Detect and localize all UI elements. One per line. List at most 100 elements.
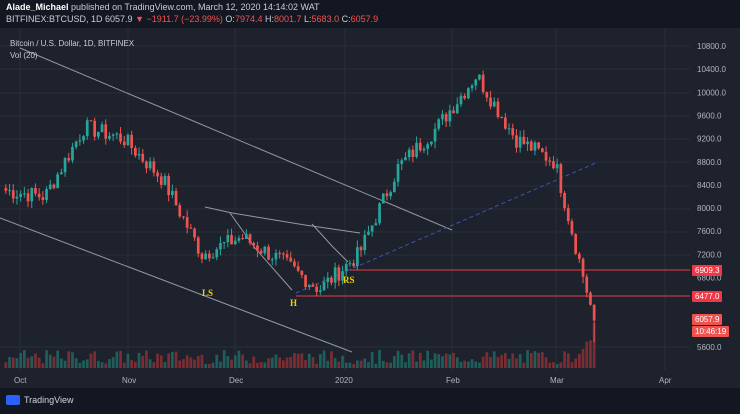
volume-bar	[97, 360, 100, 368]
candle	[352, 259, 355, 268]
candle	[82, 135, 85, 144]
candle	[359, 245, 363, 257]
volume-bar	[352, 363, 355, 368]
volume-bar	[48, 354, 52, 368]
candle	[56, 172, 59, 189]
volume-bar	[26, 357, 30, 368]
candle	[26, 188, 30, 208]
candle	[385, 189, 389, 201]
candle	[504, 112, 507, 130]
volume-bar	[167, 353, 170, 368]
candle	[34, 183, 37, 197]
candle	[182, 216, 185, 220]
price-tick-label: 6800.0	[697, 274, 722, 283]
candle	[278, 250, 281, 259]
time-axis-ticks: Oct Nov Dec 2020 Feb Mar Apr	[14, 376, 672, 385]
volume-bar	[178, 360, 182, 368]
candle	[463, 93, 466, 100]
candle	[319, 284, 322, 295]
candle	[585, 273, 589, 298]
candle	[315, 283, 318, 296]
candle	[374, 218, 378, 226]
candle	[322, 276, 326, 291]
tradingview-logo[interactable]: TradingView	[6, 395, 74, 405]
candle	[141, 148, 145, 164]
candle	[45, 186, 48, 204]
volume-bar	[585, 341, 589, 368]
candle	[422, 146, 426, 154]
candle	[71, 142, 74, 164]
candle	[111, 133, 115, 141]
candle	[108, 132, 111, 141]
volume-bar	[492, 351, 496, 368]
candle	[478, 74, 481, 81]
candle	[52, 183, 56, 190]
brand-label: TradingView	[24, 395, 74, 405]
price-tick-label: 9600.0	[697, 111, 722, 120]
candle	[263, 245, 267, 256]
volume-bar	[433, 353, 437, 368]
volume-bar	[404, 362, 407, 368]
volume-bar	[93, 351, 96, 368]
volume-bar	[385, 362, 389, 368]
candle	[433, 122, 437, 149]
candle	[341, 265, 344, 285]
candle	[171, 184, 174, 199]
price-tick-label: 9200.0	[697, 135, 722, 144]
volume-bar	[41, 363, 45, 368]
volume-bar	[341, 355, 344, 368]
candle	[300, 270, 304, 279]
candle	[570, 218, 574, 237]
close-label: C:	[341, 14, 351, 24]
price-change: −1911.7 (−23.99%)	[146, 14, 223, 24]
candle	[400, 158, 404, 171]
down-arrow-icon: ▼	[135, 14, 144, 24]
volume-bar	[274, 354, 278, 368]
candle	[222, 241, 226, 249]
candle	[270, 257, 274, 266]
candle	[19, 190, 22, 202]
volume-bar	[448, 354, 452, 368]
candle	[452, 106, 455, 114]
volume-bar	[134, 361, 137, 368]
volume-bar	[8, 357, 11, 368]
price-tick-label: 5600.0	[697, 343, 722, 352]
candle	[11, 183, 15, 204]
candle	[533, 140, 537, 156]
candle	[370, 225, 374, 237]
candle	[544, 146, 548, 167]
volume-bar	[319, 354, 322, 368]
candle	[100, 121, 104, 133]
volume-bar	[278, 357, 281, 368]
volume-bar	[463, 360, 466, 368]
author-name[interactable]: Alade_Michael	[6, 2, 69, 12]
volume-bar	[589, 340, 592, 368]
level-label-1: 6909.3	[692, 265, 723, 276]
volume-bar	[137, 352, 141, 368]
volume-bar	[156, 353, 159, 368]
candle	[441, 110, 444, 125]
candle	[363, 229, 367, 255]
candle	[529, 139, 533, 152]
candle	[8, 183, 11, 196]
volume-bar	[322, 350, 326, 368]
candle	[78, 134, 82, 146]
symbol-label: BITFINEX:BTCUSD, 1D	[6, 14, 103, 24]
volume-bar	[507, 359, 511, 368]
candle	[215, 247, 219, 261]
volume-bar	[330, 351, 333, 368]
volume-bar	[374, 363, 378, 368]
volume-bar	[518, 354, 522, 368]
volume-bar	[119, 350, 122, 368]
candle	[592, 304, 596, 343]
channel-lower-line	[0, 217, 353, 353]
candle	[426, 142, 429, 156]
volume-bar	[226, 356, 230, 368]
high-label: H:	[264, 14, 274, 24]
candle	[145, 160, 148, 174]
h-annotation: H	[290, 298, 297, 308]
volume-bar	[381, 360, 385, 368]
head-right-wing	[311, 223, 349, 263]
volume-bar	[174, 351, 178, 368]
